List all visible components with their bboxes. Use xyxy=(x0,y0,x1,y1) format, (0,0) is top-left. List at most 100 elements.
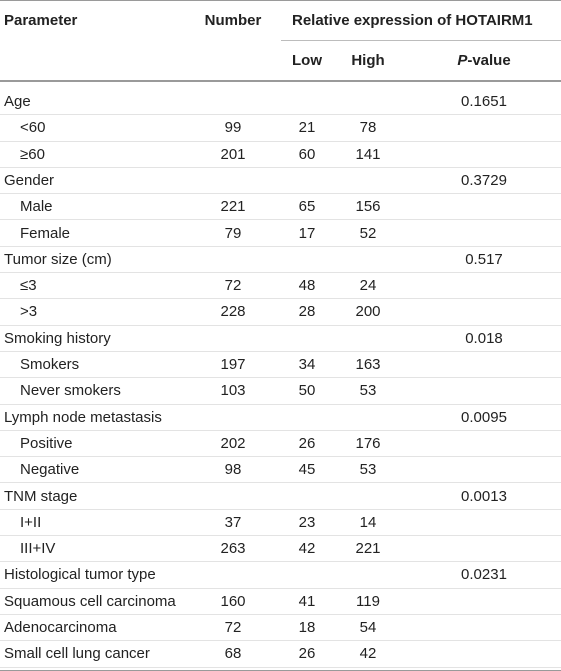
row-separator xyxy=(0,456,561,458)
table-row: Gender 0.3729 xyxy=(0,168,561,195)
row-separator xyxy=(0,666,561,668)
table-row: Female 79 17 52 xyxy=(0,221,561,247)
row-high: 53 xyxy=(359,382,377,400)
row-number: 79 xyxy=(224,224,242,242)
row-p-value xyxy=(448,457,520,483)
row-p-value xyxy=(448,615,520,641)
row-p-value xyxy=(448,431,520,457)
row-low xyxy=(285,89,329,115)
row-parameter: Positive xyxy=(20,434,73,452)
row-low: 41 xyxy=(298,592,316,610)
row-low: 50 xyxy=(298,382,316,400)
row-low xyxy=(285,562,329,588)
row-low: 23 xyxy=(298,513,316,531)
header-low: Low xyxy=(292,52,322,69)
row-high xyxy=(345,562,391,588)
row-low xyxy=(285,405,329,431)
row-number xyxy=(200,168,266,194)
row-number: 202 xyxy=(220,434,246,452)
row-number: 263 xyxy=(220,540,246,558)
table-row: ≤3 72 48 24 xyxy=(0,273,561,300)
row-parameter: Negative xyxy=(20,461,80,479)
row-separator xyxy=(0,508,561,510)
row-p-value xyxy=(448,378,520,404)
table-row: TNM stage 0.0013 xyxy=(0,484,561,510)
row-separator xyxy=(0,587,561,589)
row-p-value: 0.0095 xyxy=(461,408,507,426)
table-row: Smoking history 0.018 xyxy=(0,326,561,352)
row-high xyxy=(345,89,391,115)
row-p-value: 0.018 xyxy=(465,329,503,347)
row-number: 99 xyxy=(224,119,242,137)
row-number: 197 xyxy=(220,356,246,373)
row-separator xyxy=(0,640,561,642)
table-row: Smokers 197 34 163 xyxy=(0,352,561,379)
row-p-value xyxy=(448,273,520,299)
row-p-value xyxy=(448,510,520,536)
row-p-value: 0.0013 xyxy=(461,487,507,505)
row-low: 28 xyxy=(298,303,316,321)
row-p-value xyxy=(448,536,520,562)
table-row: Age 0.1651 xyxy=(0,89,561,116)
table-row: Tumor size (cm) 0.517 xyxy=(0,247,561,274)
row-high: 156 xyxy=(355,198,381,216)
row-p-value xyxy=(448,641,520,667)
row-parameter: <60 xyxy=(20,119,46,137)
row-p-value: 0.517 xyxy=(465,250,503,268)
table-row: III+IV 263 42 221 xyxy=(0,536,561,563)
row-high: 24 xyxy=(359,277,377,295)
row-low xyxy=(285,247,329,273)
row-number: 37 xyxy=(224,513,242,531)
row-p-value xyxy=(448,142,520,168)
row-p-value: 0.3729 xyxy=(461,171,507,189)
row-p-value xyxy=(448,194,520,220)
row-separator xyxy=(0,166,561,168)
row-low: 26 xyxy=(298,645,316,663)
row-number: 103 xyxy=(220,382,246,400)
row-low: 42 xyxy=(298,540,316,558)
row-high xyxy=(345,326,391,352)
row-p-value xyxy=(448,299,520,325)
row-number xyxy=(200,405,266,431)
header-p-suffix: -value xyxy=(467,52,511,69)
row-low: 17 xyxy=(298,224,316,242)
row-number: 68 xyxy=(224,645,242,663)
row-separator xyxy=(0,298,561,300)
row-parameter: Female xyxy=(20,224,71,242)
row-number xyxy=(200,562,266,588)
row-high: 52 xyxy=(359,224,377,242)
row-number: 98 xyxy=(224,461,242,479)
row-high: 78 xyxy=(359,119,377,137)
header-number: Number xyxy=(204,12,262,29)
row-number xyxy=(200,484,266,510)
row-number: 228 xyxy=(220,303,246,321)
header-parameter: Parameter xyxy=(4,12,78,29)
row-high: 141 xyxy=(355,145,381,163)
row-separator xyxy=(0,219,561,221)
table-row: Histological tumor type 0.0231 xyxy=(0,562,561,589)
row-high: 221 xyxy=(355,540,381,558)
row-high: 42 xyxy=(359,645,377,663)
row-separator xyxy=(0,193,561,195)
row-low: 34 xyxy=(298,356,316,373)
row-low: 21 xyxy=(298,119,316,137)
table-row: Male 221 65 156 xyxy=(0,194,561,221)
row-high: 163 xyxy=(355,356,381,373)
row-number xyxy=(200,326,266,352)
row-separator xyxy=(0,561,561,563)
header-p-italic: P xyxy=(457,52,468,69)
row-separator xyxy=(0,377,561,379)
row-p-value: 0.0231 xyxy=(461,566,507,584)
row-separator xyxy=(0,350,561,352)
header-high: High xyxy=(351,52,385,69)
table-row: ≥60 201 60 141 xyxy=(0,142,561,168)
row-number xyxy=(200,247,266,273)
row-parameter: ≤3 xyxy=(20,277,37,295)
row-p-value: 0.1651 xyxy=(461,93,507,110)
row-separator xyxy=(0,272,561,274)
row-separator xyxy=(0,324,561,326)
table-top-rule xyxy=(0,0,561,1)
row-number: 72 xyxy=(224,619,242,636)
row-low: 45 xyxy=(298,461,316,479)
